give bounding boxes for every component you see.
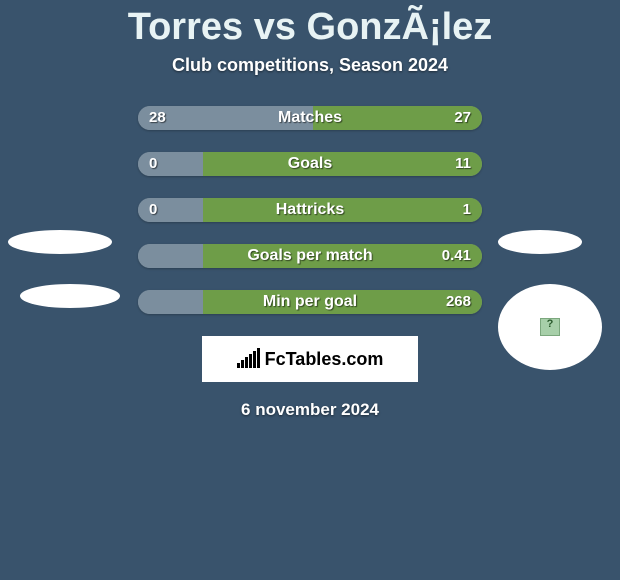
value-right: 268	[446, 290, 471, 314]
stat-label: Matches	[138, 106, 482, 130]
stat-row: 28Matches27	[138, 106, 482, 130]
chart-icon	[237, 350, 261, 368]
player-image-placeholder	[498, 284, 602, 370]
player-image-placeholder	[498, 230, 582, 254]
source-logo: FcTables.com	[202, 336, 418, 382]
stat-label: Hattricks	[138, 198, 482, 222]
stat-label: Goals	[138, 152, 482, 176]
logo-text: FcTables.com	[265, 349, 384, 370]
stat-row: 0Goals11	[138, 152, 482, 176]
broken-image-icon	[540, 318, 560, 336]
value-right: 0.41	[442, 244, 471, 268]
page-title: Torres vs GonzÃ¡lez	[0, 6, 620, 49]
value-right: 11	[455, 152, 471, 176]
stat-row: 0Hattricks1	[138, 198, 482, 222]
date-text: 6 november 2024	[0, 400, 620, 420]
stat-label: Min per goal	[138, 290, 482, 314]
stat-row: Min per goal268	[138, 290, 482, 314]
value-right: 27	[454, 106, 471, 130]
stat-label: Goals per match	[138, 244, 482, 268]
player-image-placeholder	[8, 230, 112, 254]
player-image-placeholder	[20, 284, 120, 308]
stat-rows: 28Matches27 0Goals11 0Hattricks1 Goals per …	[138, 106, 482, 314]
comparison-area: 28Matches27 0Goals11 0Hattricks1 Goals per …	[0, 106, 620, 420]
subtitle: Club competitions, Season 2024	[0, 55, 620, 76]
stat-row: Goals per match0.41	[138, 244, 482, 268]
value-right: 1	[463, 198, 471, 222]
